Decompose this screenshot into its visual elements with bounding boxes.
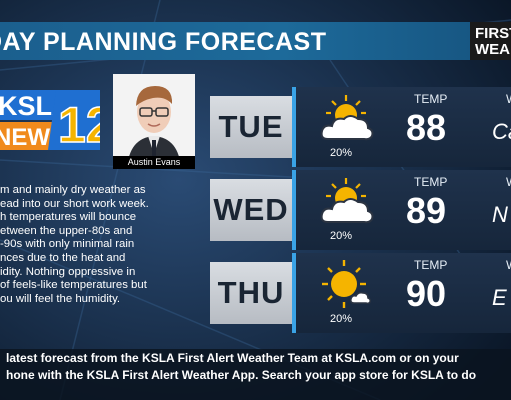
- footer-line-1: latest forecast from the KSLA First Aler…: [6, 351, 459, 365]
- day-panel: 20% TEMP 90 W E: [292, 253, 511, 333]
- description-line: -90s with only minimal rain: [0, 238, 135, 251]
- wind-value: Ca: [492, 119, 511, 144]
- temp-value: 88: [406, 107, 447, 148]
- footer-line-2: hone with the KSLA First Alert Weather A…: [6, 368, 477, 382]
- anchor-photo: [113, 74, 195, 169]
- precip-chance: 20%: [330, 313, 353, 325]
- day-tab: THU: [210, 262, 292, 324]
- forecast-description: m and mainly dry weather as ead into our…: [0, 184, 196, 306]
- description-line: ead into our short work week.: [0, 197, 149, 210]
- logo-number: 12: [58, 97, 100, 152]
- wind-label: W: [506, 175, 511, 189]
- description-line: nces due to the heat and: [0, 251, 126, 264]
- day-label: WED: [213, 192, 289, 227]
- description-line: of feels-like temperatures but: [0, 279, 147, 292]
- day-label: TUE: [218, 109, 284, 144]
- temp-label: TEMP: [414, 258, 448, 272]
- description-line: m and mainly dry weather as: [0, 184, 146, 196]
- temp-label: TEMP: [414, 175, 448, 189]
- wind-label: W: [506, 258, 511, 272]
- forecast-row-wed: WED 20% TEMP 89 W N: [210, 170, 511, 250]
- description-line: idity. Nothing oppressive in: [0, 265, 136, 278]
- description-line: h temperatures will bounce: [0, 211, 137, 224]
- first-alert-badge: FIRST WEA: [470, 22, 511, 60]
- temp-value: 90: [406, 273, 447, 314]
- title-bar: [0, 22, 470, 60]
- precip-chance: 20%: [330, 230, 353, 242]
- badge-line-2: WEA: [475, 41, 510, 58]
- mostly-sunny-icon: [322, 260, 371, 308]
- precip-chance: 20%: [330, 147, 353, 159]
- description-line: ou will feel the humidity.: [0, 292, 121, 305]
- temp-label: TEMP: [414, 92, 448, 106]
- anchor-portrait: [113, 74, 195, 169]
- badge-line-1: FIRST: [475, 25, 511, 42]
- day-panel: 20% TEMP 88 W Ca: [292, 87, 511, 167]
- ksla-12-logo: KSLA NEWS 12: [0, 90, 100, 152]
- day-label: THU: [217, 275, 285, 310]
- wind-label: W: [506, 92, 511, 106]
- footer-ticker: latest forecast from the KSLA First Aler…: [0, 349, 511, 400]
- partly-sunny-icon: [320, 178, 374, 224]
- anchor-name: Austin Evans: [113, 156, 195, 169]
- day-tab: WED: [210, 179, 292, 241]
- wind-value: N: [492, 202, 508, 227]
- day-panel: 20% TEMP 89 W N: [292, 170, 511, 250]
- temp-value: 89: [406, 190, 447, 231]
- forecast-row-tue: TUE 20% TEMP 88 W Ca: [210, 87, 511, 167]
- partly-sunny-icon: [320, 95, 374, 141]
- forecast-row-thu: THU 20% TEMP 90 W E: [210, 253, 511, 333]
- description-line: etween the upper-80s and: [0, 224, 133, 237]
- page-title: DAY PLANNING FORECAST: [0, 28, 327, 56]
- wind-value: E: [492, 285, 507, 310]
- day-tab: TUE: [210, 96, 292, 158]
